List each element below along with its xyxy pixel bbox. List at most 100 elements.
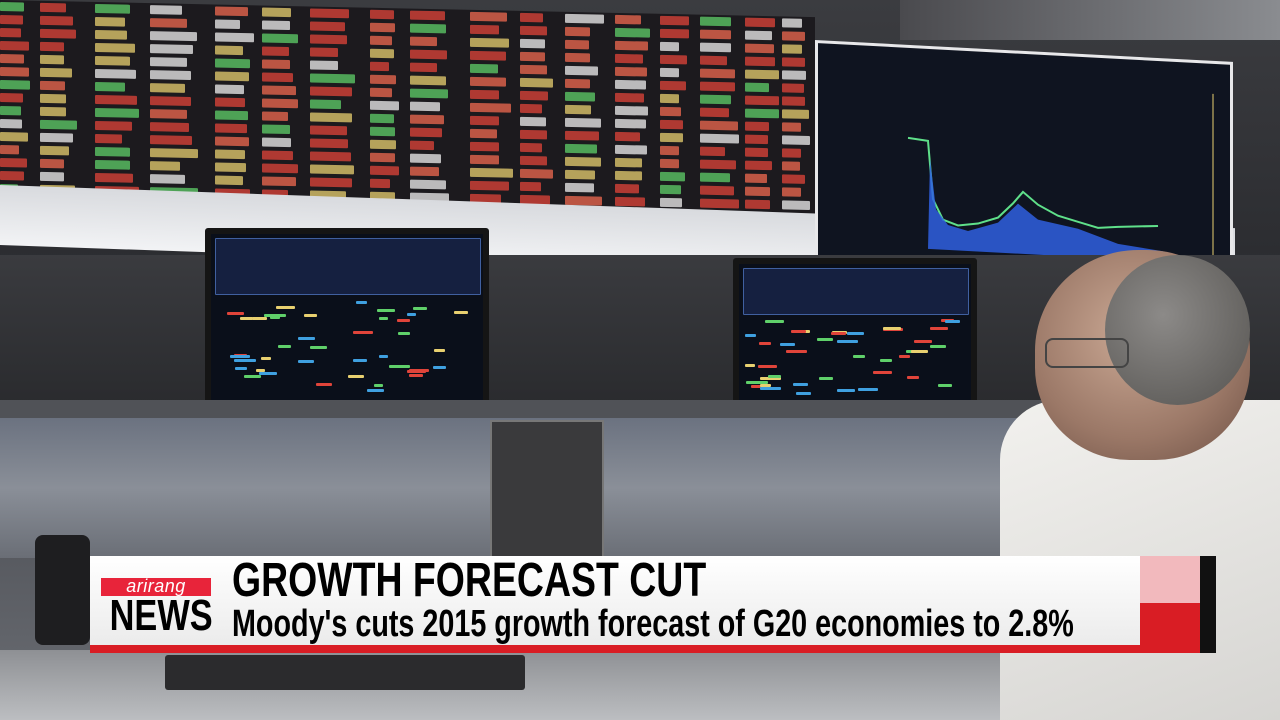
screen-data-cell: [309, 346, 327, 350]
ticker-cell: [215, 6, 249, 17]
ticker-cell: [262, 7, 291, 18]
ticker-cell: [95, 120, 132, 131]
ticker-cell: [470, 24, 500, 35]
ticker-cell: [410, 62, 437, 73]
ticker-cell: [410, 153, 442, 164]
ticker-cell: [370, 61, 389, 72]
screen-data-cell: [910, 349, 928, 353]
screen-data-cell: [275, 305, 295, 309]
ticker-cell: [660, 132, 684, 143]
ticker-cell: [565, 78, 590, 89]
screen-data-cell: [779, 343, 796, 347]
ticker-cell: [410, 49, 448, 60]
ticker-cell: [782, 122, 801, 132]
ticker-cell: [520, 103, 543, 114]
ticker-cell: [745, 95, 779, 106]
ticker-cell: [745, 17, 776, 28]
ticker-cell: [150, 18, 188, 28]
ticker-cell: [310, 8, 349, 19]
ticker-cell: [310, 34, 347, 45]
screen-chart-panel: [743, 268, 969, 315]
ticker-cell: [310, 21, 346, 32]
ticker-cell: [745, 160, 772, 171]
lower-third-accent-black: [1200, 556, 1216, 653]
ticker-cell: [565, 26, 590, 37]
ticker-cell: [215, 175, 243, 186]
screen-data-cell: [397, 319, 410, 323]
ticker-cell: [700, 146, 726, 157]
ticker-cell: [565, 65, 598, 76]
ticker-cell: [660, 54, 688, 65]
ticker-cell: [745, 121, 770, 132]
screen-data-cell: [858, 388, 879, 392]
ticker-cell: [150, 96, 191, 106]
ticker-cell: [95, 3, 130, 14]
ticker-cell: [215, 32, 254, 43]
ticker-cell: [700, 55, 727, 66]
ticker-cell: [40, 171, 65, 182]
audio-mixer: [490, 420, 604, 564]
ticker-cell: [0, 41, 29, 51]
ticker-cell: [470, 115, 499, 126]
ticker-cell: [370, 113, 395, 124]
ticker-cell: [782, 200, 810, 210]
ticker-cell: [700, 68, 735, 79]
ticker-cell: [310, 99, 342, 110]
ticker-cell: [150, 31, 198, 42]
screen-data-cell: [433, 348, 446, 352]
ticker-cell: [215, 123, 247, 134]
ticker-cell: [565, 182, 594, 193]
ticker-cell: [700, 29, 731, 40]
screen-data-cell: [407, 370, 427, 374]
ticker-cell: [40, 158, 65, 169]
ticker-cell: [150, 44, 194, 55]
screen-data-cell: [352, 331, 373, 335]
ticker-cell: [615, 196, 646, 207]
ticker-cell: [520, 77, 554, 88]
ticker-cell: [40, 93, 67, 104]
ticker-cell: [660, 171, 685, 182]
ticker-cell: [520, 142, 542, 153]
ticker-cell: [95, 172, 134, 183]
logo-brand: arirang: [101, 577, 211, 596]
screen-data-cell: [907, 375, 919, 379]
ticker-cell: [150, 161, 181, 171]
ticker-cell: [470, 180, 509, 191]
screen-data-cell: [239, 316, 254, 320]
ticker-cell: [0, 67, 29, 77]
ticker-cell: [150, 57, 187, 67]
monitor-right: [733, 258, 977, 406]
screen-data-cell: [234, 367, 247, 371]
ticker-cell: [0, 15, 24, 25]
ticker-cell: [40, 54, 65, 65]
ticker-cell: [782, 109, 810, 119]
ticker-cell: [470, 63, 498, 74]
ticker-cell: [470, 128, 497, 139]
screen-data-cell: [406, 312, 417, 316]
ticker-cell: [782, 44, 802, 54]
ticker-cell: [370, 139, 397, 150]
ticker-cell: [310, 164, 355, 175]
screen-data-cell: [373, 384, 383, 388]
ticker-cell: [660, 93, 679, 104]
screen-data-cell: [746, 380, 768, 384]
ticker-cell: [262, 46, 289, 57]
ticker-cell: [565, 169, 596, 180]
ticker-cell: [745, 186, 770, 197]
ticker-cell: [410, 36, 438, 47]
ticker-cell: [615, 183, 640, 194]
screen-data-cell: [397, 332, 411, 336]
headline: GROWTH FORECAST CUT: [232, 554, 707, 607]
ticker-cell: [470, 11, 508, 22]
screen-data-cell: [270, 315, 281, 319]
subheadline: Moody's cuts 2015 growth forecast of G20…: [232, 603, 1074, 645]
ticker-cell: [262, 72, 294, 83]
ticker-cell: [370, 9, 394, 20]
ticker-cell: [700, 107, 730, 118]
ticker-cell: [745, 82, 769, 93]
ticker-cell: [150, 122, 190, 132]
ticker-cell: [410, 166, 439, 177]
ticker-cell: [745, 173, 768, 184]
screen-data-cell: [760, 387, 781, 391]
ticker-cell: [0, 119, 23, 129]
